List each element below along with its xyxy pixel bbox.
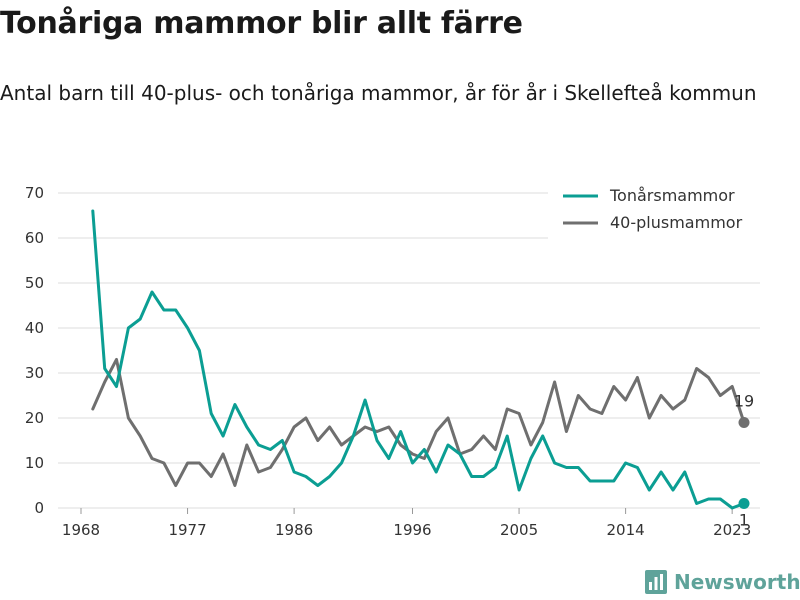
- newsworthy-logo-icon: [645, 570, 667, 594]
- x-tick-label: 1996: [393, 521, 431, 539]
- chart-subtitle: Antal barn till 40-plus- och tonåriga ma…: [0, 81, 757, 105]
- end-point-tonarsmammor: [738, 498, 750, 509]
- series-line-tonarsmammor: [91, 209, 746, 510]
- x-tick-label: 2005: [500, 521, 538, 539]
- legend-label-40-plusmammor: 40-plusmammor: [610, 213, 743, 232]
- y-tick-label: 30: [25, 364, 44, 382]
- legend-background: [548, 180, 766, 240]
- y-tick-label: 0: [34, 499, 44, 517]
- y-tick-label: 20: [25, 409, 44, 427]
- axes: 0 10 20 30 40 50 60 70 1968 1977 1986 1996 2005 2014 2…: [25, 184, 751, 539]
- series: [91, 209, 750, 510]
- brand-logo: Newsworthy: [644, 569, 800, 595]
- x-tick-label: 2014: [607, 521, 645, 539]
- x-tick-label: 2023: [713, 521, 751, 539]
- end-label-40-plusmammor: 19: [734, 392, 754, 411]
- end-labels: 1 19: [734, 392, 754, 530]
- chart-title: Tonåriga mammor blir allt färre: [0, 6, 523, 41]
- x-tick-label: 1968: [62, 521, 100, 539]
- y-tick-label: 70: [25, 184, 44, 202]
- end-point-40-plusmammor: [738, 417, 750, 428]
- end-label-tonarsmammor: 1: [739, 511, 749, 530]
- brand-name: Newsworthy: [674, 570, 800, 594]
- legend-label-tonarsmammor: Tonårsmammor: [609, 186, 735, 205]
- gridlines: [58, 192, 760, 509]
- y-tick-label: 60: [25, 229, 44, 247]
- x-tick-label: 1986: [275, 521, 313, 539]
- y-tick-label: 40: [25, 319, 44, 337]
- y-tick-label: 10: [25, 454, 44, 472]
- series-line-40-plusmammor: [91, 358, 746, 487]
- legend: Tonårsmammor 40-plusmammor: [548, 180, 766, 240]
- x-tick-label: 1977: [168, 521, 206, 539]
- y-tick-label: 50: [25, 274, 44, 292]
